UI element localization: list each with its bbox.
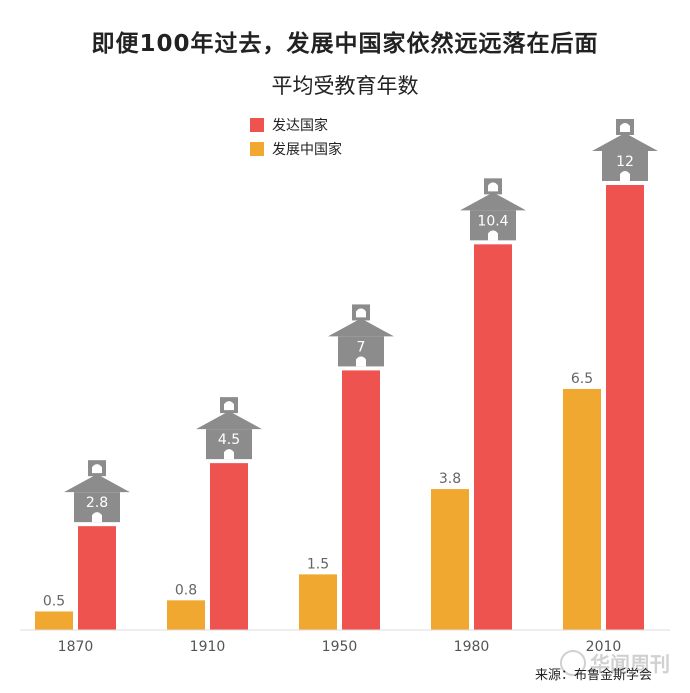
legend-swatch-developed bbox=[250, 118, 264, 132]
schoolhouse-roof-icon-1950 bbox=[328, 318, 394, 337]
bar-developed-1910 bbox=[210, 463, 248, 630]
bar-developing-1910 bbox=[167, 600, 205, 630]
bar-developing-1980 bbox=[431, 489, 469, 630]
x-tick-label-1950: 1950 bbox=[322, 639, 358, 655]
schoolhouse-door-icon-2010 bbox=[620, 171, 630, 181]
bell-icon-1950 bbox=[356, 308, 366, 318]
schoolhouse-door-icon-1950 bbox=[356, 356, 366, 367]
value-label-developed-1950: 7 bbox=[357, 339, 366, 355]
x-tick-label-1980: 1980 bbox=[454, 639, 490, 655]
legend-label-developing: 发展中国家 bbox=[272, 142, 342, 158]
value-label-developing-1980: 3.8 bbox=[439, 471, 461, 487]
watermark: 华闻周刊 bbox=[560, 648, 670, 677]
value-label-developing-2010: 6.5 bbox=[571, 371, 593, 387]
legend: 发达国家 发展中国家 bbox=[250, 113, 342, 161]
x-tick-label-1910: 1910 bbox=[190, 639, 226, 655]
bar-developing-1870 bbox=[35, 611, 73, 630]
schoolhouse-door-icon-1980 bbox=[488, 230, 498, 241]
schoolhouse-door-icon-1870 bbox=[92, 512, 102, 523]
bar-developed-2010 bbox=[606, 185, 644, 630]
watermark-text: 华闻周刊 bbox=[590, 652, 670, 676]
x-tick-label-1870: 1870 bbox=[58, 639, 94, 655]
bell-icon-1870 bbox=[92, 464, 102, 474]
value-label-developed-1910: 4.5 bbox=[218, 432, 240, 448]
chart-subtitle: 平均受教育年数 bbox=[271, 74, 419, 98]
schoolhouse-roof-icon-2010 bbox=[592, 133, 658, 151]
bell-icon-2010 bbox=[620, 123, 630, 132]
legend-label-developed: 发达国家 bbox=[272, 118, 328, 134]
bar-developing-2010 bbox=[563, 388, 601, 630]
value-label-developed-2010: 12 bbox=[616, 154, 634, 170]
bar-developing-1950 bbox=[299, 574, 337, 630]
value-label-developing-1950: 1.5 bbox=[307, 556, 329, 572]
wechat-icon bbox=[560, 649, 586, 676]
schoolhouse-roof-icon-1910 bbox=[196, 411, 262, 430]
schoolhouse-roof-icon-1870 bbox=[64, 474, 130, 493]
schoolhouse-roof-icon-1980 bbox=[460, 192, 526, 211]
value-label-developing-1910: 0.8 bbox=[175, 582, 197, 598]
x-tick-label-2010: 2010 bbox=[586, 639, 622, 655]
legend-item-developed: 发达国家 bbox=[250, 113, 342, 137]
value-label-developing-1870: 0.5 bbox=[43, 593, 65, 609]
chart-title: 即便100年过去，发展中国家依然远远落在后面 bbox=[91, 31, 599, 57]
bar-developed-1870 bbox=[78, 526, 116, 630]
legend-item-developing: 发展中国家 bbox=[250, 137, 342, 161]
source-note: 来源：布鲁金斯学会 bbox=[534, 668, 652, 683]
bar-developed-1980 bbox=[474, 244, 512, 631]
schoolhouse-door-icon-1910 bbox=[224, 449, 234, 460]
bell-icon-1980 bbox=[488, 182, 498, 192]
bar-developed-1950 bbox=[342, 370, 380, 630]
bell-icon-1910 bbox=[224, 401, 234, 411]
value-label-developed-1980: 10.4 bbox=[477, 213, 508, 229]
legend-swatch-developing bbox=[250, 142, 264, 156]
value-label-developed-1870: 2.8 bbox=[86, 495, 108, 511]
